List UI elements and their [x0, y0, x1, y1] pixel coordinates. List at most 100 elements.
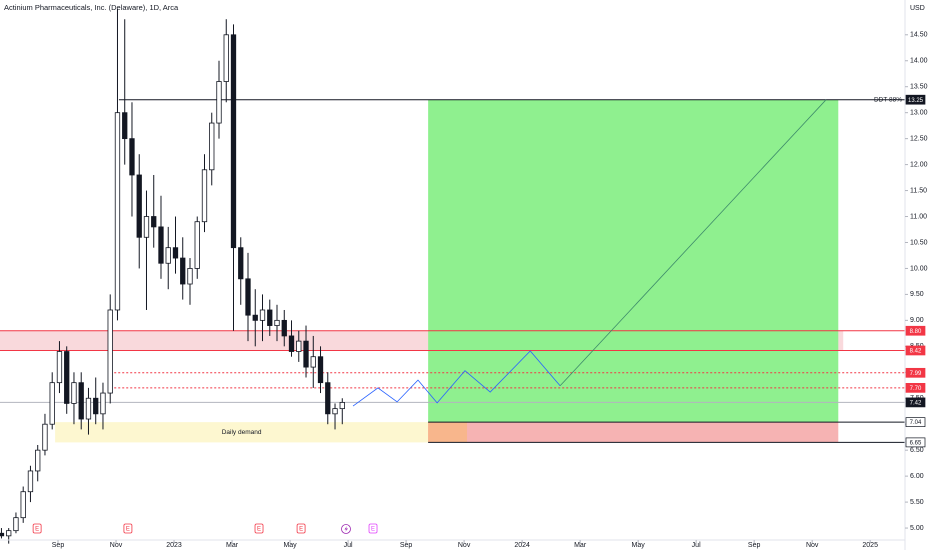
- y-tick-label: 13.00: [910, 110, 928, 117]
- event-label: E: [371, 527, 375, 533]
- candle-body: [42, 423, 48, 451]
- price-tag: [905, 417, 926, 427]
- price-tag: [905, 325, 926, 336]
- candle-body: [267, 309, 273, 326]
- candle-body: [223, 34, 229, 82]
- zone-label: Daily demand: [222, 429, 262, 436]
- event-label: E: [257, 527, 261, 533]
- event-marker: [32, 523, 42, 534]
- x-tick-label: Mar: [226, 542, 239, 549]
- x-tick-label: Sep: [748, 542, 761, 549]
- event-marker: [123, 523, 133, 534]
- candle-body: [201, 169, 208, 223]
- candle-body: [158, 226, 164, 264]
- candle-body: [252, 314, 258, 321]
- candle-body: [194, 221, 200, 269]
- candle-body: [114, 112, 121, 311]
- price-tag-label: 7.70: [910, 386, 922, 392]
- price-tag-label: 7.99: [910, 371, 922, 377]
- y-tick-label: 10.50: [910, 239, 928, 246]
- y-tick-label: 5.50: [910, 499, 924, 506]
- candle-body: [172, 247, 179, 259]
- candle-body: [49, 382, 55, 425]
- candle-body: [180, 257, 186, 285]
- x-tick-label: Nov: [806, 542, 819, 549]
- candle-body: [165, 247, 171, 264]
- axes: 5.005.506.006.507.007.508.008.509.009.50…: [52, 32, 928, 549]
- y-tick-label: 13.50: [910, 84, 928, 91]
- candle-body: [35, 449, 41, 472]
- price-tag-label: 7.42: [910, 400, 922, 406]
- x-tick-label: Jul: [692, 542, 701, 549]
- candle-body: [216, 81, 222, 124]
- y-tick-label: 14.00: [910, 58, 928, 65]
- x-tick-label: Sep: [400, 542, 413, 549]
- projection-line: [559, 99, 827, 387]
- y-tick-label: 5.00: [910, 525, 924, 532]
- y-tick-label: 10.00: [910, 265, 928, 272]
- zone: [428, 422, 839, 443]
- candle-body: [64, 351, 70, 404]
- candle-body: [6, 530, 12, 537]
- x-tick-label: 2025: [862, 542, 878, 549]
- candle-body: [78, 382, 84, 420]
- candle-body: [325, 382, 331, 415]
- y-tick-label: 9.50: [910, 291, 924, 298]
- price-tag: [905, 367, 926, 378]
- y-tick-label: 6.00: [910, 473, 924, 480]
- candle-body: [27, 470, 34, 493]
- candle-body: [0, 532, 5, 537]
- candle-body: [93, 397, 99, 415]
- x-tick-label: Jul: [344, 542, 353, 549]
- event-marker: [254, 523, 264, 534]
- event-marker: [296, 523, 306, 534]
- candle-body: [129, 138, 135, 176]
- chart-title: Actinium Pharmaceuticals, Inc. (Delaware…: [4, 3, 179, 12]
- candle-body: [259, 309, 266, 321]
- candle-body: [288, 335, 295, 352]
- candle-body: [339, 402, 345, 410]
- candles: [0, 8, 345, 544]
- y-tick-label: 11.50: [910, 187, 927, 194]
- y-tick-label: 12.00: [910, 161, 928, 168]
- candle-body: [143, 216, 150, 238]
- x-tick-label: Nov: [110, 542, 123, 549]
- price-tag: [905, 345, 926, 356]
- candle-body: [151, 216, 157, 228]
- candle-body: [20, 491, 26, 519]
- candle-body: [296, 340, 302, 352]
- x-tick-label: Mar: [574, 542, 587, 549]
- price-tag: [905, 397, 926, 408]
- price-tag: [905, 383, 926, 393]
- x-tick-label: May: [283, 542, 297, 549]
- candle-body: [245, 278, 251, 316]
- x-tick-label: Nov: [458, 542, 471, 549]
- zone: [428, 99, 839, 423]
- x-tick-label: May: [632, 542, 646, 549]
- event-label: E: [35, 527, 39, 533]
- y-tick-label: 11.00: [910, 213, 927, 220]
- candle-body: [136, 174, 142, 238]
- y-tick-label: 6.50: [910, 447, 924, 454]
- price-tag-label: 13.25: [908, 98, 924, 104]
- price-tag-label: 8.42: [910, 349, 922, 355]
- currency-label: USD: [910, 5, 925, 12]
- price-tag-label: 8.80: [910, 329, 922, 335]
- y-tick-label: 14.50: [910, 32, 928, 39]
- candle-body: [122, 112, 128, 140]
- candle-body: [303, 340, 309, 368]
- price-tag: [905, 437, 926, 448]
- x-tick-label: 2024: [514, 542, 530, 549]
- candle-body: [187, 268, 193, 285]
- drawings: Daily demand: [0, 99, 905, 443]
- candle-body: [317, 356, 324, 384]
- news-icon-bolt: [344, 526, 348, 532]
- zone: [428, 422, 468, 443]
- y-tick-label: 9.00: [910, 317, 924, 324]
- candle-body: [71, 382, 77, 404]
- level-name: DDT 88%: [874, 96, 902, 103]
- candle-body: [56, 351, 63, 384]
- candle-body: [209, 122, 215, 171]
